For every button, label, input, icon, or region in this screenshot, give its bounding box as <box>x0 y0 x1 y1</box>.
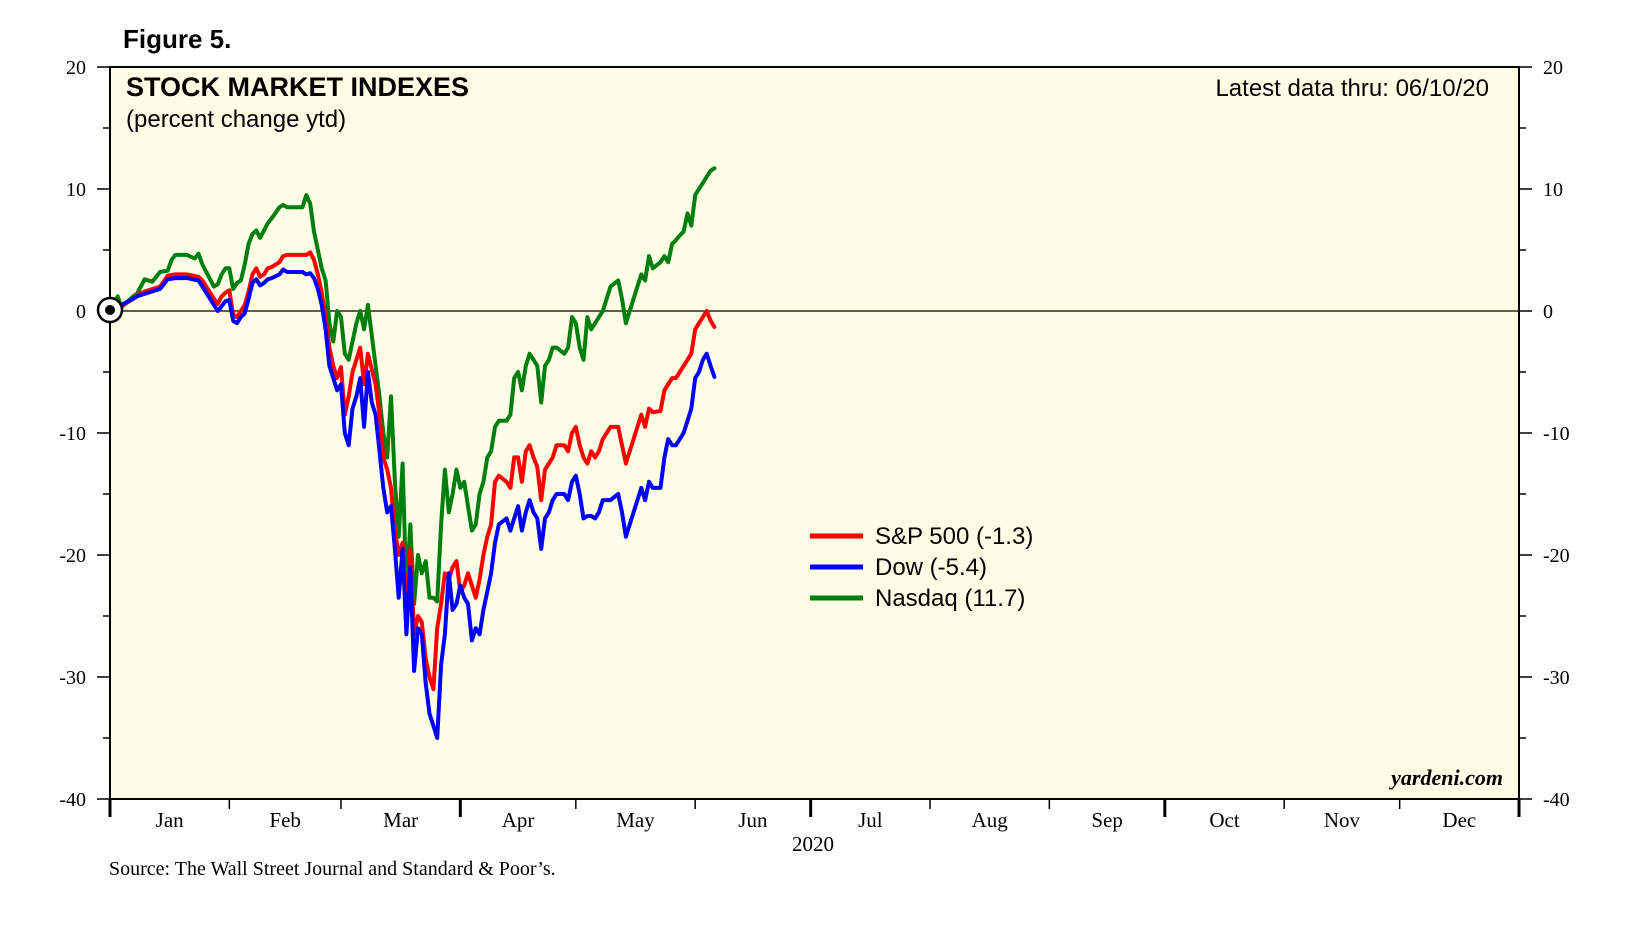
x-tick-label: Nov <box>1324 808 1361 832</box>
y-tick-label-right: -20 <box>1543 545 1570 567</box>
legend-label-dow: Dow (-5.4) <box>875 554 987 581</box>
x-tick-label: Apr <box>502 808 535 832</box>
y-tick-label-left: 20 <box>66 57 86 79</box>
y-tick-label-left: 10 <box>66 179 86 201</box>
x-tick-label: Jul <box>858 808 883 832</box>
y-tick-label-right: 20 <box>1543 57 1563 79</box>
x-tick-label: Oct <box>1209 808 1239 832</box>
y-tick-label-right: -10 <box>1543 423 1570 445</box>
y-tick-label-left: -10 <box>59 423 86 445</box>
x-tick-label: Aug <box>972 808 1009 832</box>
x-tick-label: Dec <box>1442 808 1476 832</box>
x-tick-label: Mar <box>383 808 418 832</box>
y-tick-label-right: 10 <box>1543 179 1563 201</box>
series-line-nasdaq <box>108 166 717 606</box>
x-tick-label: Sep <box>1091 808 1123 832</box>
x-tick-label: Jun <box>738 808 768 832</box>
latest-data-note: Latest data thru: 06/10/20 <box>1215 75 1489 102</box>
chart-title: STOCK MARKET INDEXES <box>126 72 469 102</box>
source-note: Source: The Wall Street Journal and Stan… <box>109 858 556 880</box>
x-tick-label: Feb <box>269 808 301 832</box>
x-axis-year-label: 2020 <box>792 832 834 856</box>
legend-label-sp500: S&P 500 (-1.3) <box>875 523 1033 550</box>
axes: -40 -40 -30 -30 -20 -20 -10 -10 0 0 10 10 20 20 Jan Feb… <box>59 57 1569 832</box>
y-tick-label-right: 0 <box>1543 301 1553 323</box>
watermark: yardeni.com <box>1388 765 1503 790</box>
figure-label: Figure 5. <box>123 24 231 54</box>
x-tick-label: May <box>616 808 655 832</box>
x-tick-label: Jan <box>156 808 184 832</box>
start-marker-dot <box>105 305 115 315</box>
plot-area <box>109 66 1520 800</box>
y-tick-label-left: -30 <box>59 667 86 689</box>
legend: S&P 500 (-1.3) Dow (-5.4) Nasdaq (11.7) <box>810 523 1033 612</box>
y-tick-label-left: -20 <box>59 545 86 567</box>
y-tick-label-left: -40 <box>59 789 86 811</box>
series-line-dow <box>108 267 717 740</box>
y-tick-label-right: -30 <box>1543 667 1570 689</box>
y-tick-label-right: -40 <box>1543 789 1570 811</box>
series-line-sp500 <box>108 250 717 692</box>
legend-label-nasdaq: Nasdaq (11.7) <box>875 585 1025 612</box>
y-tick-label-left: 0 <box>76 301 86 323</box>
chart-subtitle: (percent change ytd) <box>126 106 346 133</box>
series-lines <box>108 166 717 740</box>
